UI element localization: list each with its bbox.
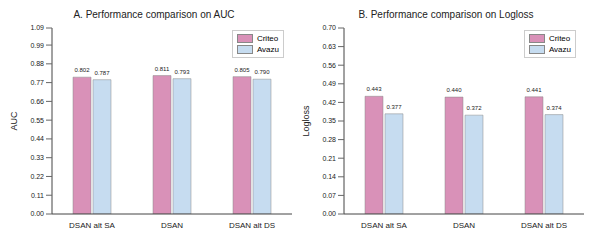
svg-text:0.811: 0.811 (155, 66, 170, 72)
svg-text:0.441: 0.441 (526, 87, 542, 93)
svg-text:1.09: 1.09 (30, 24, 44, 31)
svg-text:0.377: 0.377 (386, 104, 402, 110)
html-text:Avazu: Avazu (256, 45, 279, 54)
svg-text:0.14: 0.14 (322, 173, 336, 180)
svg-text:0.372: 0.372 (466, 105, 482, 111)
svg-text:0.22: 0.22 (30, 173, 44, 180)
svg-text:DSAN alt SA: DSAN alt SA (361, 221, 407, 230)
svg-text:0.99: 0.99 (30, 42, 44, 49)
svg-text:DSAN alt DS: DSAN alt DS (521, 221, 567, 230)
svg-text:0.440: 0.440 (446, 87, 462, 93)
svg-text:0.443: 0.443 (366, 86, 382, 92)
svg-text:0.07: 0.07 (322, 192, 336, 199)
svg-text:0.70: 0.70 (322, 24, 336, 31)
svg-text:0.88: 0.88 (30, 60, 44, 67)
svg-text:0.790: 0.790 (254, 69, 270, 75)
html-text:B. Performance comparison on L: B. Performance comparison on Logloss (358, 9, 534, 20)
svg-text:0.11: 0.11 (31, 192, 44, 199)
svg-text:DSAN: DSAN (161, 221, 183, 230)
svg-text:0.33: 0.33 (30, 154, 44, 161)
html-text:Criteo: Criteo (548, 34, 571, 43)
svg-text:0.21: 0.21 (322, 155, 336, 162)
svg-text:0.28: 0.28 (322, 136, 336, 143)
svg-text:0.35: 0.35 (322, 117, 336, 124)
svg-text:DSAN alt DS: DSAN alt DS (229, 221, 275, 230)
svg-text:0.49: 0.49 (322, 80, 336, 87)
svg-text:0.793: 0.793 (174, 69, 190, 75)
svg-text:0.55: 0.55 (30, 117, 44, 124)
svg-text:DSAN alt SA: DSAN alt SA (69, 221, 115, 230)
svg-text:AUC: AUC (9, 111, 19, 131)
svg-text:0.42: 0.42 (322, 99, 336, 106)
svg-text:0.374: 0.374 (546, 105, 562, 111)
svg-text:0.66: 0.66 (30, 98, 44, 105)
svg-text:0.00: 0.00 (30, 210, 44, 217)
svg-text:0.787: 0.787 (94, 70, 110, 76)
html-text:Avazu: Avazu (548, 45, 571, 54)
svg-text:0.56: 0.56 (322, 62, 336, 69)
svg-text:0.63: 0.63 (322, 43, 336, 50)
svg-text:0.805: 0.805 (234, 67, 250, 73)
html-text:A. Performance comparison on A: A. Performance comparison on AUC (73, 9, 235, 20)
svg-text:Logloss: Logloss (301, 105, 311, 137)
html-text:Criteo: Criteo (256, 34, 279, 43)
svg-text:DSAN: DSAN (453, 221, 475, 230)
svg-text:0.00: 0.00 (322, 210, 336, 217)
svg-text:0.802: 0.802 (74, 67, 90, 73)
svg-text:0.77: 0.77 (30, 79, 44, 86)
svg-text:0.44: 0.44 (30, 135, 44, 142)
